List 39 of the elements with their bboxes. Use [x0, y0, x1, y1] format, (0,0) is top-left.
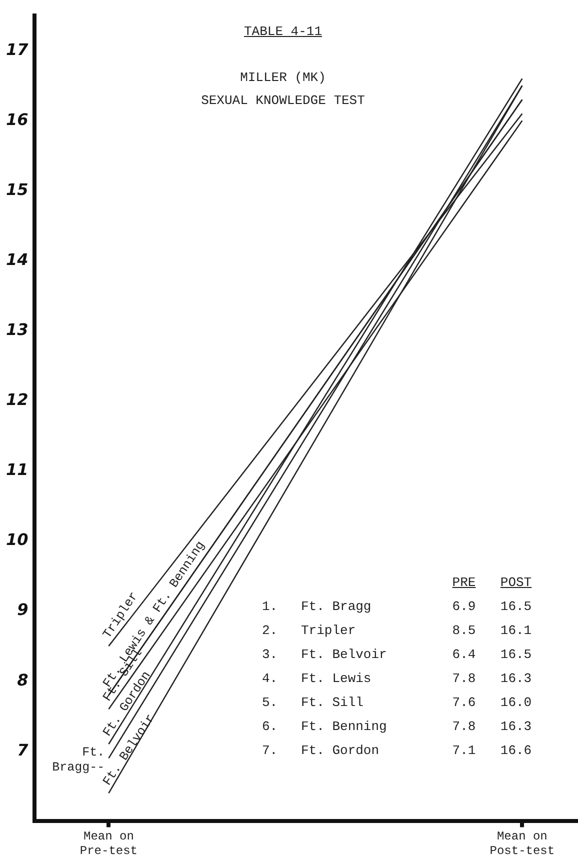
text: POST [499, 574, 533, 592]
annotation: Ft. Bragg-- [52, 746, 105, 775]
y-tick-label: 13 [6, 320, 28, 339]
data-label: 6.4 [451, 646, 477, 664]
y-tick-label: 14 [6, 250, 28, 269]
data-label: 7.8 [451, 718, 477, 736]
category-label: 2. Tripler [262, 622, 357, 640]
data-label: 7.1 [451, 742, 477, 760]
data-label: 16.6 [499, 742, 533, 760]
data-label: 8.5 [451, 622, 477, 640]
data-label: 7.8 [451, 670, 477, 688]
data-label: 16.5 [499, 598, 533, 616]
y-tick-label: 17 [6, 40, 30, 59]
y-tick-label: 10 [6, 530, 28, 550]
y-tick-label: 11 [6, 460, 28, 480]
category-label: 6. Ft. Benning [262, 718, 388, 736]
category-label: 1. Ft. Bragg [262, 598, 372, 616]
text: TABLE 4-11 [242, 24, 323, 39]
data-label: 16.5 [499, 646, 533, 664]
category-label: 4. Ft. Lewis [262, 670, 372, 688]
x-tick-label: Mean on Post-test [490, 830, 555, 858]
text: PRE [451, 574, 477, 592]
text: MILLER (MK) SEXUAL KNOWLEDGE TEST [200, 69, 366, 110]
data-label: 16.3 [499, 670, 533, 688]
category-label: 3. Ft. Belvoir [262, 646, 388, 664]
y-tick-label: 15 [6, 180, 28, 199]
y-tick-label: 16 [6, 110, 28, 129]
y-tick-label: 7 [17, 740, 30, 760]
data-label: 7.6 [451, 694, 477, 712]
y-tick-label: 12 [6, 390, 28, 410]
y-tick-label: 9 [17, 600, 28, 620]
y-tick-label: 8 [17, 670, 28, 690]
x-tick-label: Mean on Pre-test [80, 830, 138, 858]
data-label: 6.9 [451, 598, 477, 616]
category-label: 7. Ft. Gordon [262, 742, 380, 760]
data-label: 16.1 [499, 622, 533, 640]
category-label: 5. Ft. Sill [262, 694, 364, 712]
data-label: 16.0 [499, 694, 533, 712]
data-label: 16.3 [499, 718, 533, 736]
